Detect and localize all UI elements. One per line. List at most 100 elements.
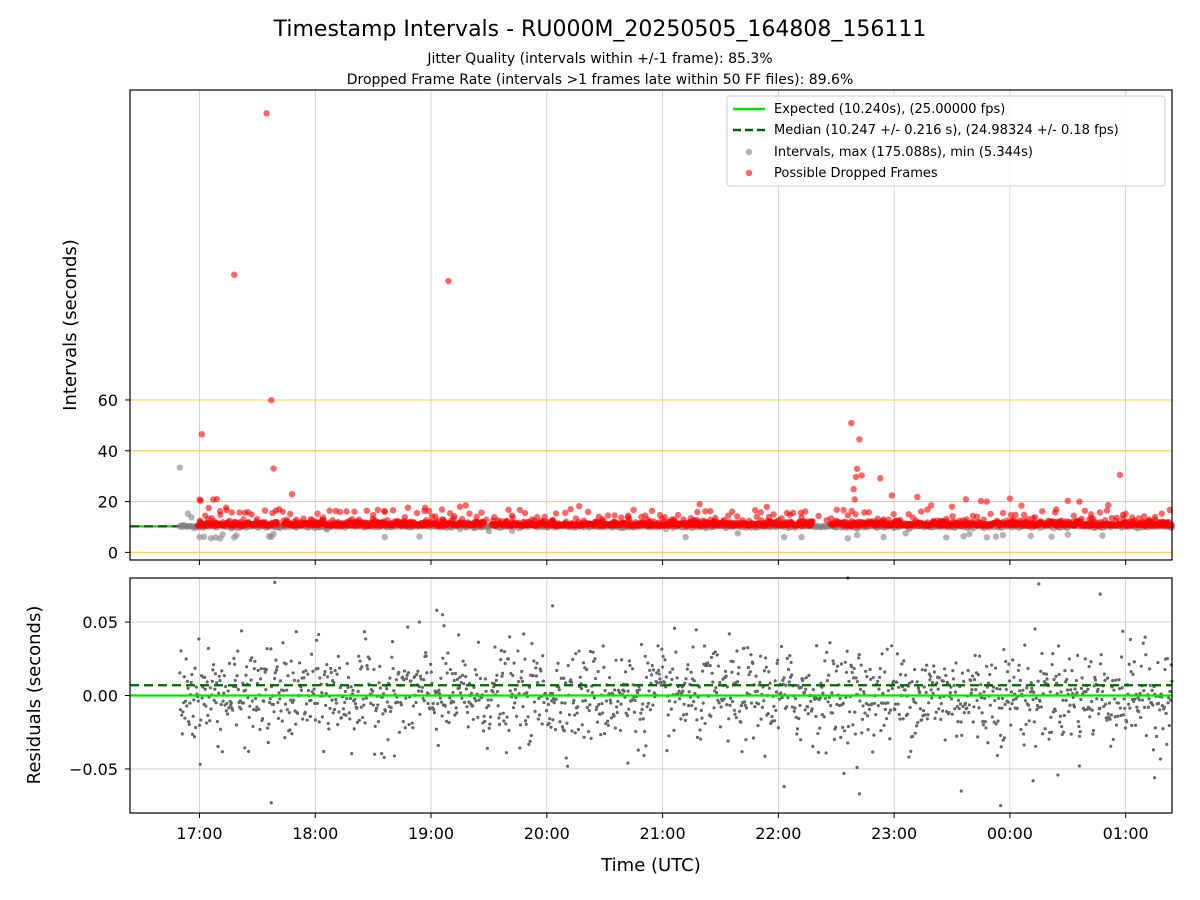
residual-point	[907, 755, 911, 759]
residual-point	[471, 704, 475, 708]
residual-point	[828, 703, 833, 708]
residual-point	[702, 644, 707, 648]
residual-point	[1112, 688, 1116, 692]
dropped-frame-point	[993, 517, 1001, 524]
residual-point	[451, 690, 455, 695]
residual-point	[323, 670, 327, 674]
interval-point	[798, 533, 805, 541]
residual-point	[527, 685, 531, 689]
residual-point	[623, 670, 628, 674]
residual-point	[926, 713, 930, 717]
residual-point	[997, 706, 1001, 710]
residual-point	[657, 672, 661, 676]
residual-point	[409, 679, 413, 683]
residual-point	[225, 712, 230, 716]
residual-point	[952, 683, 956, 687]
residual-point	[826, 700, 830, 704]
residual-point	[537, 696, 541, 700]
residual-point	[466, 725, 470, 729]
residual-point	[835, 664, 840, 668]
residual-point	[930, 696, 934, 700]
residual-point	[592, 659, 596, 663]
residual-point	[1032, 720, 1036, 724]
residual-point	[288, 698, 293, 702]
residual-point	[500, 674, 504, 678]
residual-point	[821, 691, 825, 695]
residual-point	[872, 701, 877, 705]
residual-point	[494, 678, 498, 682]
residual-point	[198, 762, 202, 767]
residual-point	[446, 651, 450, 655]
residual-point	[483, 719, 487, 723]
residual-point	[445, 671, 449, 675]
residual-point	[866, 727, 870, 732]
residual-point	[758, 654, 763, 658]
residual-point	[921, 709, 926, 713]
residual-point	[874, 713, 878, 717]
residual-point	[901, 717, 905, 721]
residual-point	[553, 728, 558, 732]
residual-point	[606, 719, 610, 723]
residual-point	[1086, 687, 1090, 691]
residual-point	[305, 718, 309, 722]
dropped-frame-point	[1087, 511, 1095, 518]
residual-point	[1099, 653, 1103, 657]
residual-point	[1050, 663, 1054, 667]
dropped-frame-point	[439, 516, 446, 523]
residual-point	[211, 663, 216, 667]
residual-point	[687, 690, 691, 694]
residual-point	[401, 675, 405, 679]
residual-point	[251, 724, 255, 729]
residual-point	[283, 736, 287, 740]
dropped-frame-point	[1166, 506, 1173, 514]
residual-point	[564, 681, 568, 685]
residual-point	[928, 674, 933, 678]
residual-point	[1146, 705, 1150, 709]
dropped-frame-point	[1081, 507, 1089, 514]
residual-point	[422, 678, 426, 682]
dropped-frame-point	[213, 495, 221, 503]
residual-point	[988, 672, 992, 677]
dropped-frame-point	[1108, 514, 1116, 522]
residual-point	[292, 678, 297, 682]
residual-point	[544, 709, 549, 713]
residual-point	[565, 721, 569, 725]
dropped-frame-point	[618, 514, 625, 521]
residual-point	[1114, 723, 1119, 727]
residual-point	[484, 689, 488, 694]
dropped-frame-point	[980, 516, 987, 523]
dropped-frame-point	[896, 516, 904, 524]
residual-point	[299, 688, 304, 692]
intervals-x-ticks	[198, 560, 1127, 565]
residual-point	[597, 702, 601, 707]
residual-point	[1109, 744, 1113, 748]
residual-point	[255, 705, 259, 709]
residual-point	[775, 661, 779, 665]
residual-point	[706, 661, 710, 665]
residual-point	[735, 649, 739, 653]
residual-point	[979, 696, 984, 700]
residual-point	[485, 706, 489, 710]
residual-point	[776, 658, 780, 662]
residual-point	[463, 663, 467, 667]
dropped-frame-point	[852, 510, 859, 518]
residual-point	[547, 721, 551, 725]
residual-point	[474, 699, 478, 703]
interval-point	[844, 535, 852, 542]
residual-point	[416, 669, 420, 673]
residual-point	[441, 656, 445, 660]
residual-point	[718, 680, 722, 685]
residual-point	[1004, 659, 1008, 664]
residual-point	[1109, 713, 1113, 717]
residual-point	[373, 724, 377, 728]
residual-point	[786, 696, 790, 700]
residual-point	[267, 701, 272, 705]
residual-point	[1127, 662, 1131, 666]
interval-point	[196, 533, 203, 541]
residual-point	[672, 626, 677, 630]
residual-point	[476, 640, 481, 644]
residual-point	[764, 665, 768, 669]
residual-point	[644, 744, 648, 748]
residual-point	[1106, 712, 1110, 716]
residual-point	[956, 720, 960, 724]
